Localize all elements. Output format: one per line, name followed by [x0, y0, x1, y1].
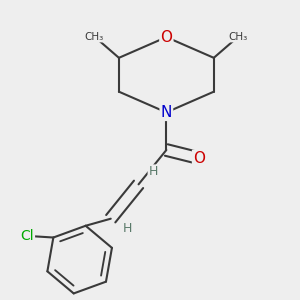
- Text: Cl: Cl: [20, 229, 34, 243]
- Text: O: O: [160, 30, 172, 45]
- Text: CH₃: CH₃: [85, 32, 104, 42]
- Text: N: N: [161, 105, 172, 120]
- Text: CH₃: CH₃: [229, 32, 248, 42]
- Text: O: O: [193, 151, 205, 166]
- Text: H: H: [148, 165, 158, 178]
- Text: H: H: [122, 222, 132, 235]
